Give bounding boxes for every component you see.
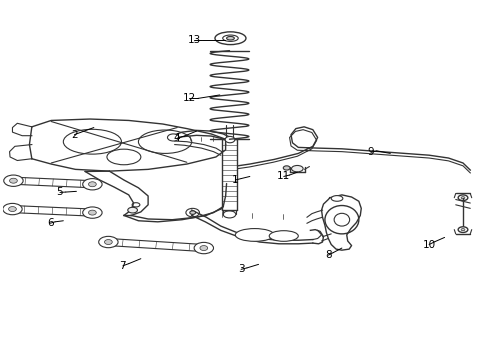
Ellipse shape xyxy=(83,207,102,218)
Ellipse shape xyxy=(269,231,298,241)
Text: 10: 10 xyxy=(422,239,436,249)
Text: 3: 3 xyxy=(238,264,245,274)
Text: 13: 13 xyxy=(188,35,201,45)
Ellipse shape xyxy=(226,36,234,40)
Ellipse shape xyxy=(83,179,102,190)
Ellipse shape xyxy=(128,207,138,213)
Ellipse shape xyxy=(98,237,118,248)
Text: 7: 7 xyxy=(120,261,126,271)
Ellipse shape xyxy=(458,227,468,233)
Ellipse shape xyxy=(194,242,214,254)
Text: 2: 2 xyxy=(71,130,78,140)
Text: 6: 6 xyxy=(47,218,53,228)
Ellipse shape xyxy=(225,136,235,143)
Text: 9: 9 xyxy=(368,147,374,157)
Text: 8: 8 xyxy=(325,250,332,260)
Ellipse shape xyxy=(190,211,196,215)
Ellipse shape xyxy=(331,195,343,201)
Ellipse shape xyxy=(89,210,96,215)
Ellipse shape xyxy=(283,166,290,170)
Text: 4: 4 xyxy=(174,133,180,143)
Ellipse shape xyxy=(458,195,468,201)
Text: 12: 12 xyxy=(183,94,196,103)
Ellipse shape xyxy=(461,197,465,199)
Ellipse shape xyxy=(168,134,179,141)
Text: 1: 1 xyxy=(232,175,239,185)
Ellipse shape xyxy=(4,175,23,186)
Ellipse shape xyxy=(104,239,112,244)
Ellipse shape xyxy=(10,178,17,183)
Ellipse shape xyxy=(461,229,465,231)
Ellipse shape xyxy=(292,166,303,172)
Text: 5: 5 xyxy=(57,188,63,197)
Ellipse shape xyxy=(3,203,22,215)
Ellipse shape xyxy=(200,246,208,251)
Ellipse shape xyxy=(89,182,96,187)
Ellipse shape xyxy=(9,207,16,212)
Ellipse shape xyxy=(235,229,274,241)
Text: 11: 11 xyxy=(277,171,291,181)
